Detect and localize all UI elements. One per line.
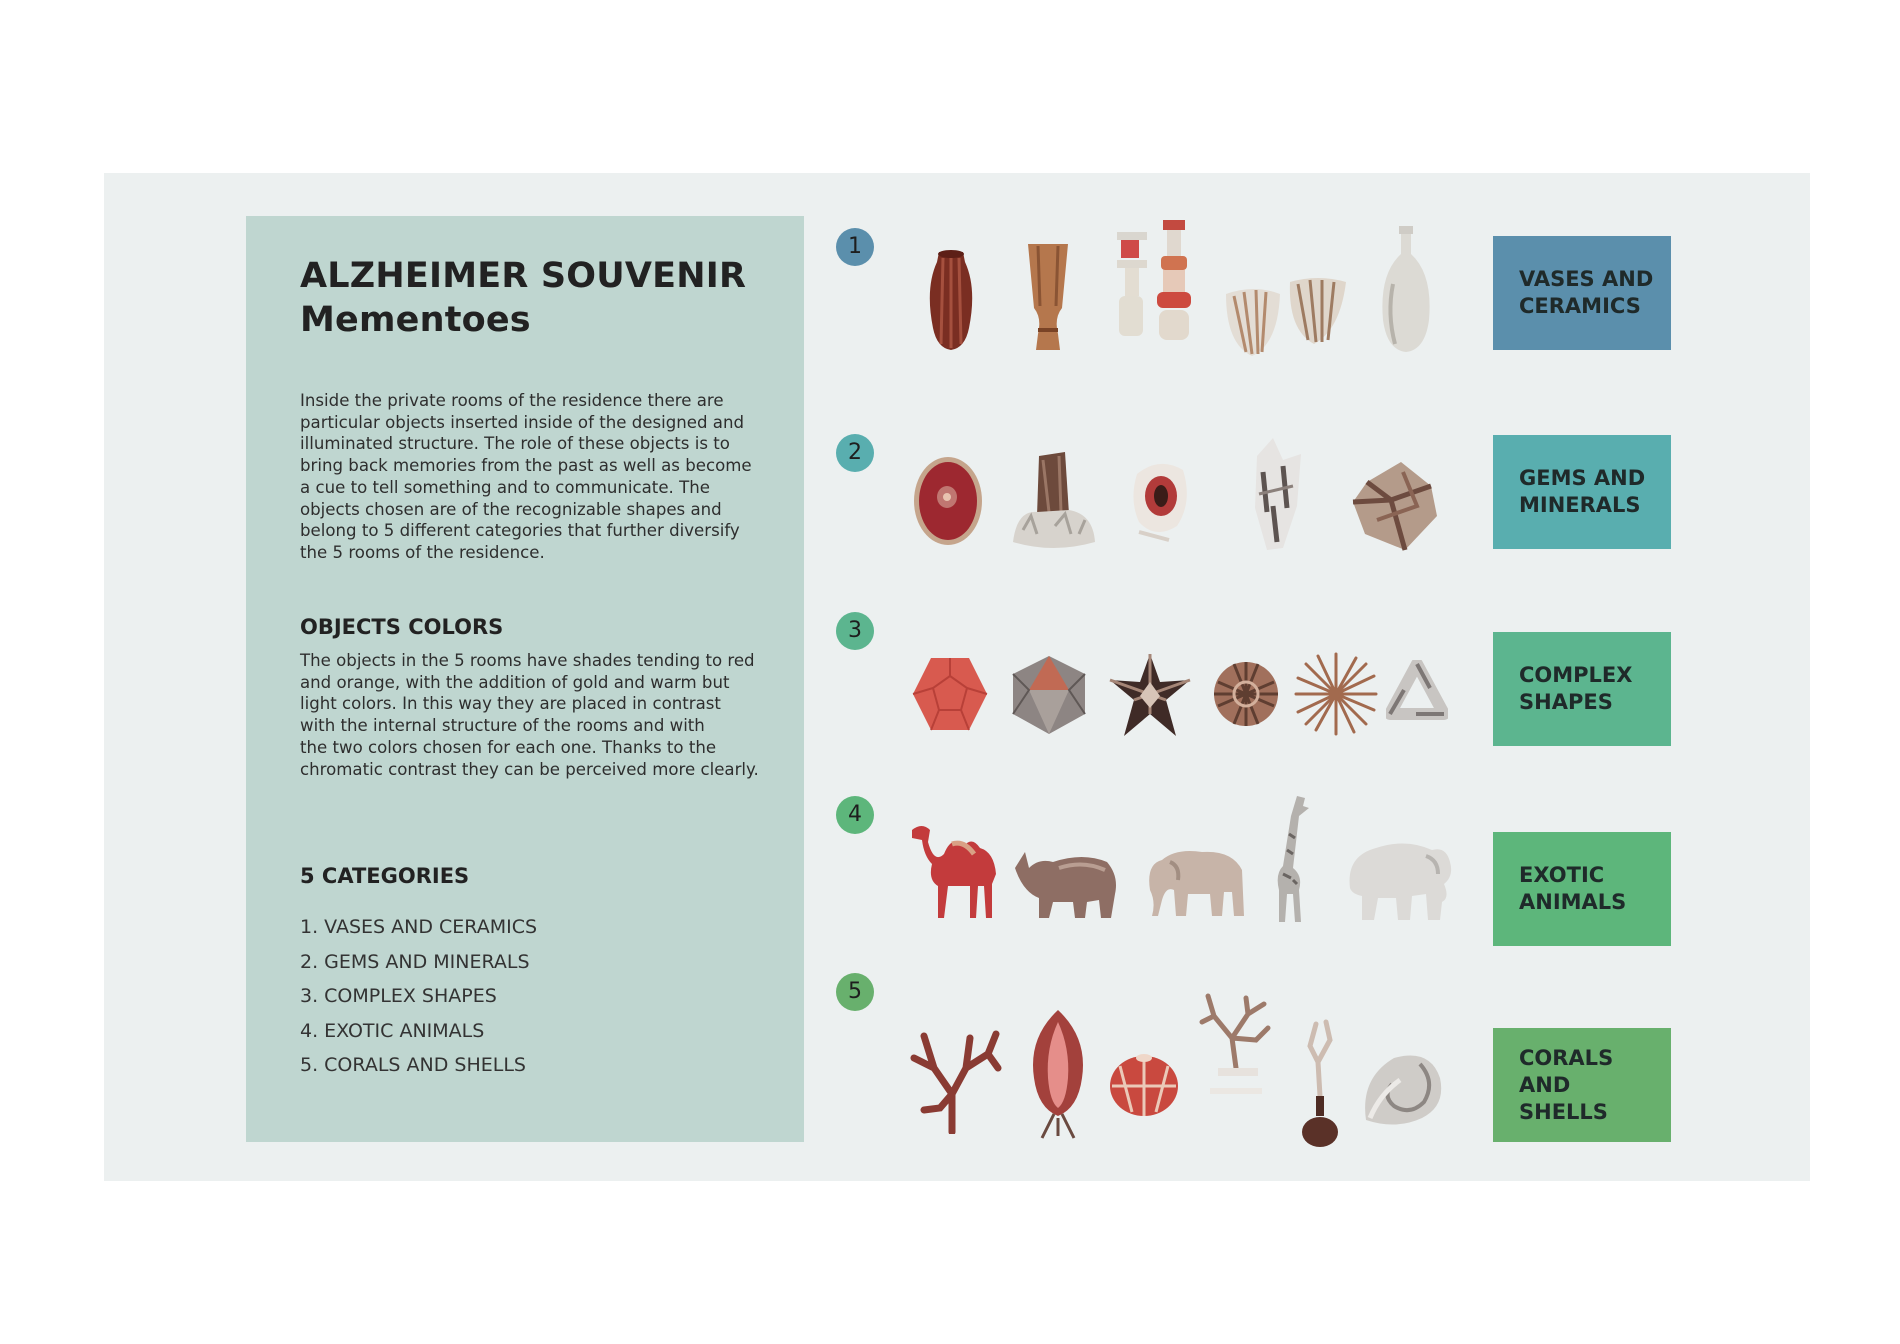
stacked-candlestick-icon [1117,220,1191,340]
lattice-sphere-icon [1214,662,1278,726]
dodecahedron-icon [912,658,988,731]
impossible-triangle-icon [1386,660,1448,720]
colors-line: chromatic contrast they can be perceived… [300,759,759,779]
objects-colors-heading: OBJECTS COLORS [300,615,504,639]
pyrite-cube-icon [1352,462,1437,551]
category-item: 5. CORALS AND SHELLS [300,1054,526,1077]
icosahedron-icon [1012,656,1086,734]
giraffe-icon [1277,796,1309,922]
intro-line: bring back memories from the past as wel… [300,456,752,476]
row-number-badge: 5 [836,973,874,1011]
category-item: 2. GEMS AND MINERALS [300,950,530,973]
sea-urchin-icon [1110,1054,1178,1116]
rhinoceros-icon [1015,852,1116,918]
categories-list: 1. VASES AND CERAMICS 2. GEMS AND MINERA… [300,910,537,1083]
starburst-icon [1294,652,1378,736]
hourglass-vase-icon [1028,244,1068,350]
category-label-text: COMPLEX SHAPES [1519,663,1633,714]
row-number-badge: 2 [836,434,874,472]
intro-line: illuminated structure. The role of these… [300,434,730,454]
conch-shell-icon [1033,1010,1083,1139]
category-label-text: GEMS AND MINERALS [1519,466,1646,517]
page-title: ALZHEIMER SOUVENIR [300,256,747,296]
colors-paragraph: The objects in the 5 rooms have shades t… [300,650,759,780]
quartz-cluster-icon [1013,452,1095,548]
coral-on-stand-icon [1199,993,1271,1094]
ribbed-bowls-icon [1226,278,1346,356]
intro-line: belong to 5 different categories that fu… [300,521,740,541]
colors-line: the two colors chosen for each one. Than… [300,737,717,757]
bottle-vase-icon [1382,226,1430,352]
agate-slice-icon [914,457,982,545]
intro-line: particular objects inserted inside of th… [300,412,744,432]
geode-icon [1133,463,1187,542]
text-panel [246,216,804,1142]
colors-line: light colors. In this way they are place… [300,694,721,714]
row-number-badge: 1 [836,228,874,266]
white-elephant-icon [1349,843,1452,920]
categories-heading: 5 CATEGORIES [300,864,470,888]
coral-on-vase-icon [1302,1019,1338,1147]
ribbed-vase-icon [929,250,973,350]
category-label-text: CORALS AND SHELLS [1519,1045,1614,1124]
nautilus-shell-icon [1365,1055,1442,1125]
colors-line: and orange, with the addition of gold an… [300,672,730,692]
colors-line: with the internal structure of the rooms… [300,716,705,736]
intro-paragraph: Inside the private rooms of the residenc… [300,390,752,564]
category-item: 3. COMPLEX SHAPES [300,985,497,1008]
elephant-icon [1149,851,1244,916]
category-label-corals: CORALS AND SHELLS [1493,1028,1671,1142]
intro-line: Inside the private rooms of the residenc… [300,391,724,410]
row-number-badge: 4 [836,796,874,834]
camel-icon [912,826,996,918]
category-label-vases: VASES AND CERAMICS [1493,236,1671,350]
intro-line: a cue to tell something and to communica… [300,477,710,497]
crystal-icon [1255,438,1301,550]
category-label-text: EXOTIC ANIMALS [1519,863,1627,914]
intro-line: the 5 rooms of the residence. [300,542,545,562]
colors-line: The objects in the 5 rooms have shades t… [300,651,755,670]
category-label-gems: GEMS AND MINERALS [1493,435,1671,549]
category-item: 4. EXOTIC ANIMALS [300,1019,485,1042]
row-number-badge: 3 [836,612,874,650]
intro-line: objects chosen are of the recognizable s… [300,499,722,519]
category-label-text: VASES AND CERAMICS [1519,267,1654,318]
category-label-animals: EXOTIC ANIMALS [1493,832,1671,946]
page-subtitle: Mementoes [300,300,531,340]
coral-branch-icon [910,1030,1002,1134]
stellated-polyhedron-icon [1109,654,1191,736]
category-item: 1. VASES AND CERAMICS [300,916,538,938]
category-label-shapes: COMPLEX SHAPES [1493,632,1671,746]
